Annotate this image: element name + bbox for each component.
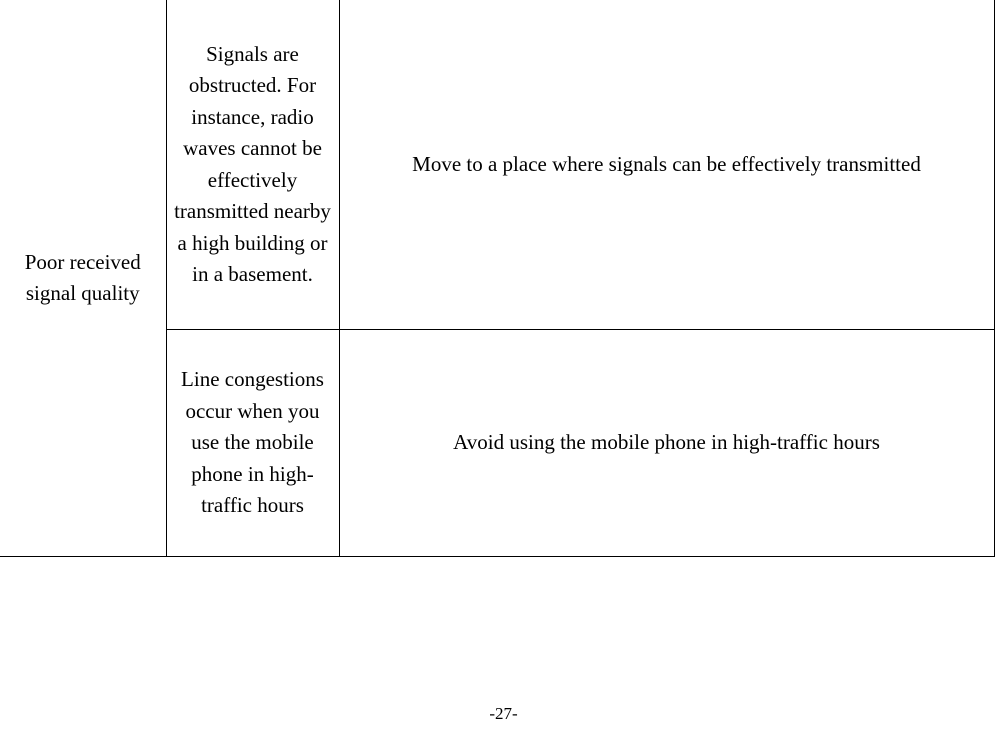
problem-cell: Poor received signal quality bbox=[0, 0, 166, 557]
troubleshooting-table: Poor received signal quality Signals are… bbox=[0, 0, 995, 557]
page: Poor received signal quality Signals are… bbox=[0, 0, 1007, 740]
solution-cell: Move to a place where signals can be eff… bbox=[339, 0, 994, 330]
cause-cell: Line congestions occur when you use the … bbox=[166, 330, 339, 557]
table-row: Poor received signal quality Signals are… bbox=[0, 0, 994, 330]
solution-cell: Avoid using the mobile phone in high-tra… bbox=[339, 330, 994, 557]
page-number: -27- bbox=[0, 704, 1007, 724]
cause-cell: Signals are obstructed. For instance, ra… bbox=[166, 0, 339, 330]
